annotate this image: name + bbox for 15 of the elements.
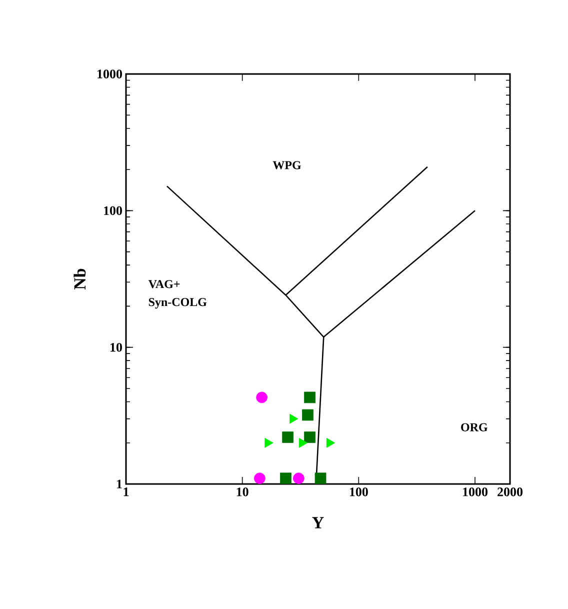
x-tick-label: 1000 xyxy=(463,488,488,496)
x-axis-title: Y xyxy=(312,517,324,528)
x-tick-label: 2000 xyxy=(498,488,523,496)
x-tick-label: 1 xyxy=(124,488,129,496)
annotation: VAG+ xyxy=(148,280,180,288)
annotation: Syn-COLG xyxy=(148,298,207,309)
y-tick-label: 100 xyxy=(104,206,122,216)
annotation: WPG xyxy=(272,161,301,170)
annotation: ORG xyxy=(461,423,488,432)
x-tick-label: 10 xyxy=(236,488,248,496)
y-axis-title: Nb xyxy=(74,268,86,290)
y-tick-label: 1 xyxy=(117,480,122,488)
y-tick-label: 1000 xyxy=(98,70,122,78)
y-tick-label: 10 xyxy=(110,342,122,352)
x-tick-label: 100 xyxy=(350,488,368,496)
